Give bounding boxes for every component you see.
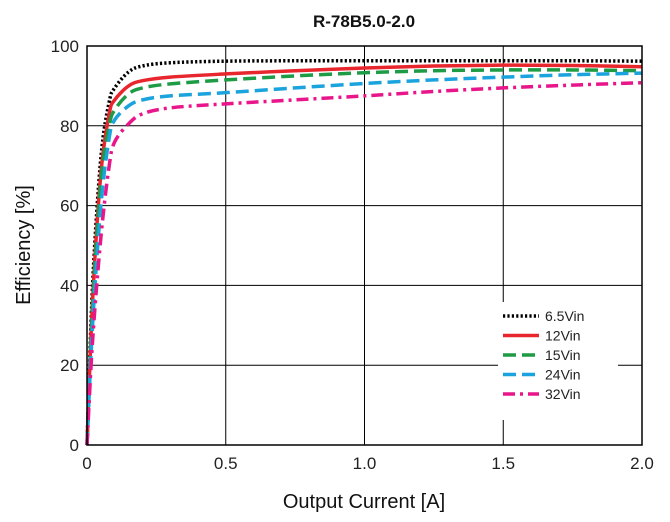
legend: 6.5Vin 12Vin 15Vin 24Vin 32Vin: [498, 302, 618, 420]
series-line-1: [85, 63, 643, 446]
series-line-3: [85, 71, 643, 446]
x-axis-label: Output Current [A]: [283, 491, 445, 513]
series-line-4: [85, 80, 643, 446]
legend-label: 32Vin: [545, 386, 581, 402]
y-tick-label: 60: [60, 197, 79, 216]
series-lines: [85, 58, 643, 446]
series-line-2: [85, 68, 643, 446]
legend-label: 24Vin: [545, 367, 581, 383]
legend-label: 15Vin: [545, 347, 581, 363]
y-axis-label: Efficiency [%]: [13, 185, 35, 305]
y-tick-label: 40: [60, 276, 79, 295]
legend-label: 6.5Vin: [545, 308, 584, 324]
x-tick-label: 2.0: [630, 454, 654, 473]
x-tick-label: 0.5: [214, 454, 238, 473]
y-tick-label: 0: [70, 436, 79, 455]
legend-background: [498, 302, 618, 420]
plot-frame: [86, 45, 643, 446]
y-tick-label: 80: [60, 117, 79, 136]
chart-title: R-78B5.0-2.0: [313, 12, 415, 31]
y-tick-label: 100: [51, 37, 79, 56]
tick-labels: 0 0.5 1.0 1.5 2.0 0 20 40 60 80 100: [51, 37, 654, 473]
y-tick-label: 20: [60, 356, 79, 375]
x-tick-label: 1.5: [491, 454, 515, 473]
x-tick-label: 0: [82, 454, 91, 473]
grid-lines: [87, 46, 642, 445]
legend-label: 12Vin: [545, 328, 581, 344]
x-tick-label: 1.0: [353, 454, 377, 473]
